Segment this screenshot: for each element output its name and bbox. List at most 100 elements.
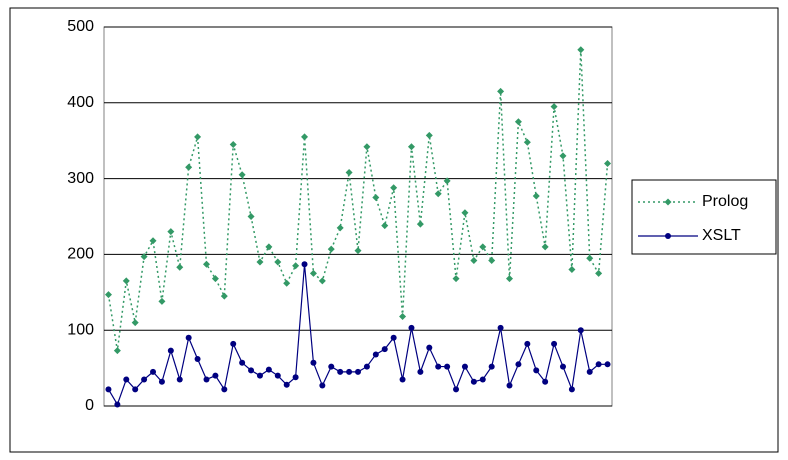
marker — [479, 376, 486, 383]
marker — [586, 368, 593, 375]
y-tick-label: 0 — [85, 397, 94, 414]
marker — [220, 292, 228, 300]
legend-label: XSLT — [702, 227, 741, 244]
marker — [381, 346, 388, 353]
marker — [568, 386, 575, 393]
marker — [185, 334, 192, 341]
marker — [158, 297, 166, 305]
marker — [239, 359, 246, 366]
marker — [113, 347, 121, 355]
marker — [461, 363, 468, 370]
marker — [256, 258, 264, 266]
marker — [274, 372, 281, 379]
marker — [479, 243, 487, 251]
marker — [497, 324, 504, 331]
marker — [372, 351, 379, 358]
marker — [444, 363, 451, 370]
marker — [372, 194, 380, 202]
marker — [443, 177, 451, 185]
marker — [176, 376, 183, 383]
marker — [274, 258, 282, 266]
marker — [202, 260, 210, 268]
marker — [212, 372, 219, 379]
marker — [327, 245, 335, 253]
legend-box — [631, 179, 777, 255]
marker — [221, 386, 228, 393]
marker — [541, 243, 549, 251]
marker — [568, 266, 576, 274]
marker — [550, 103, 558, 111]
marker — [470, 256, 478, 264]
marker — [301, 133, 309, 141]
marker — [461, 209, 469, 217]
marker — [176, 263, 184, 271]
marker — [167, 347, 174, 354]
marker — [532, 192, 540, 200]
marker — [363, 143, 371, 151]
marker — [105, 386, 112, 393]
marker — [167, 228, 175, 236]
marker — [104, 291, 112, 299]
marker — [211, 275, 219, 283]
marker — [203, 376, 210, 383]
marker — [229, 140, 237, 148]
marker — [604, 159, 612, 167]
legend-marker — [664, 198, 672, 206]
marker — [309, 269, 317, 277]
marker — [381, 222, 389, 230]
marker — [247, 213, 255, 220]
marker — [230, 340, 237, 347]
marker — [604, 361, 611, 368]
marker — [506, 382, 513, 389]
marker — [319, 382, 326, 389]
y-tick-label: 500 — [67, 18, 94, 35]
marker — [194, 133, 202, 141]
marker — [345, 169, 353, 177]
marker — [416, 220, 424, 228]
marker — [140, 253, 148, 261]
y-tick-label: 100 — [67, 321, 94, 338]
marker — [586, 254, 594, 262]
marker — [524, 340, 531, 347]
marker — [238, 171, 246, 179]
marker — [470, 378, 477, 385]
legend-marker — [665, 233, 671, 239]
marker — [131, 319, 139, 327]
marker — [336, 224, 344, 232]
marker — [533, 367, 540, 374]
marker — [488, 256, 496, 264]
marker — [328, 363, 335, 370]
y-tick-label: 200 — [67, 246, 94, 263]
marker — [497, 87, 505, 95]
marker — [355, 368, 361, 375]
marker — [542, 378, 549, 385]
marker — [256, 372, 263, 379]
marker — [488, 363, 495, 370]
marker — [194, 356, 201, 363]
marker — [399, 376, 406, 383]
marker — [337, 368, 344, 375]
marker — [559, 152, 567, 160]
marker — [114, 401, 121, 408]
marker — [390, 184, 398, 192]
marker — [346, 368, 353, 375]
marker — [265, 243, 273, 251]
marker — [515, 361, 522, 368]
marker — [559, 363, 566, 370]
marker — [354, 247, 362, 255]
marker — [426, 344, 433, 351]
marker — [452, 275, 460, 283]
marker — [318, 277, 326, 285]
marker — [283, 381, 290, 388]
marker — [506, 275, 514, 283]
marker — [514, 118, 522, 126]
marker — [399, 313, 407, 321]
marker — [425, 131, 433, 139]
marker — [595, 361, 602, 368]
marker — [292, 262, 300, 270]
marker — [523, 138, 531, 146]
marker — [158, 378, 165, 385]
marker — [248, 367, 255, 374]
marker — [577, 46, 585, 54]
